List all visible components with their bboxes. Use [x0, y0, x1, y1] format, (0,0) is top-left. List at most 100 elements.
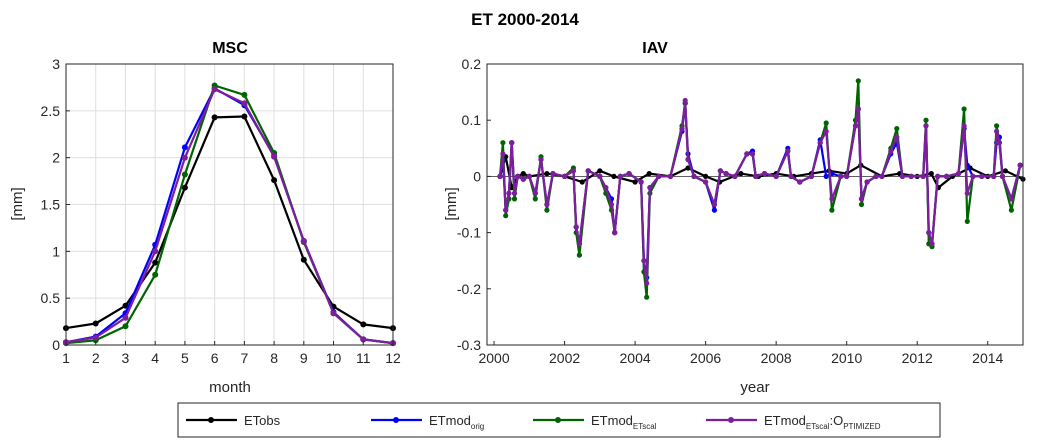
- iav-xtick-label-3: 2006: [690, 350, 721, 366]
- iav-point-2-55: [858, 201, 865, 208]
- iav-point-0-33: [1002, 168, 1009, 174]
- iav-point-3-68: [943, 173, 950, 179]
- legend-label-1-sub: orig: [471, 422, 484, 431]
- msc-point-3-3: [152, 248, 159, 255]
- iav-point-3-36: [717, 168, 724, 174]
- iav-point-3-53: [852, 123, 859, 129]
- msc-xtick-label-10: 11: [356, 350, 371, 366]
- legend-marker-3: [728, 417, 734, 423]
- iav-point-3-46: [797, 179, 803, 185]
- iav-point-3-63: [920, 173, 926, 179]
- legend-marker-0: [208, 417, 214, 423]
- iav-ticks: 2000 2002 2004 2006 2008 2010 2012 2014 -0.3 -0.2…: [457, 56, 1004, 366]
- legend-label-2-main: ETmod: [591, 413, 633, 428]
- legend-label-3-tailsub: PTIMIZED: [843, 422, 881, 431]
- msc-point-0-8: [300, 256, 307, 263]
- iav-point-3-5: [511, 190, 518, 196]
- iav-point-3-72: [970, 173, 976, 179]
- legend-item-0: ETobs: [186, 413, 281, 428]
- iav-point-3-34: [703, 179, 709, 185]
- msc-point-0-7: [271, 177, 278, 184]
- legend-label-2-sub: ETscal: [633, 422, 657, 431]
- iav-ytick-label-5: 0.2: [462, 56, 482, 72]
- msc-point-2-4: [181, 171, 188, 178]
- iav-xtick-label-6: 2012: [902, 350, 933, 366]
- iav-point-3-8: [526, 173, 532, 179]
- iav-point-3-48: [817, 140, 823, 146]
- legend-label-3-main: ETmod: [764, 413, 806, 428]
- iav-point-2-5: [511, 196, 518, 202]
- iav-point-2-78: [1008, 207, 1015, 213]
- iav-point-3-14: [570, 168, 577, 174]
- iav-point-3-12: [550, 171, 556, 177]
- msc-grid: [65, 63, 394, 346]
- iav-point-3-65: [926, 230, 932, 236]
- iav-point-3-32: [685, 156, 691, 163]
- iav-point-2-50: [829, 207, 835, 213]
- iav-point-3-77: [999, 173, 1006, 179]
- iav-point-3-29: [667, 173, 674, 179]
- iav-ytick-label-1: -0.2: [457, 281, 481, 297]
- iav-ytick-label-4: 0.1: [462, 112, 482, 128]
- iav-point-3-27: [647, 185, 653, 191]
- msc-xtick-label-1: 2: [92, 350, 100, 366]
- iav-point-3-67: [935, 173, 941, 179]
- msc-xtick-label-3: 4: [151, 350, 159, 366]
- iav-point-0-14: [685, 165, 691, 171]
- iav-point-3-54: [855, 106, 861, 112]
- iav-point-3-75: [994, 128, 1000, 134]
- msc-series-line-0: [65, 115, 394, 330]
- iav-point-3-3: [506, 190, 512, 196]
- iav-point-2-60: [894, 126, 900, 132]
- iav-point-3-76: [996, 140, 1003, 146]
- msc-xtick-label-9: 10: [326, 350, 342, 366]
- msc-ytick-label-0: 0: [52, 337, 60, 353]
- iav-point-3-43: [773, 173, 779, 179]
- iav-ytick-label-2: -0.1: [457, 225, 481, 241]
- iav-point-2-70: [961, 106, 967, 112]
- iav-point-3-40: [749, 151, 756, 157]
- iav-point-3-51: [838, 173, 844, 179]
- iav-point-3-58: [879, 173, 885, 179]
- msc-xtick-label-4: 5: [181, 350, 189, 366]
- iav-point-3-1: [500, 151, 506, 157]
- iav-point-2-16: [576, 252, 583, 258]
- legend-label-3-tail: :O: [829, 413, 843, 428]
- iav-point-3-4: [509, 140, 515, 146]
- iav-point-0-6: [544, 171, 550, 177]
- iav-point-3-73: [979, 173, 985, 179]
- msc-point-3-7: [271, 153, 278, 160]
- msc-point-3-5: [211, 86, 218, 93]
- iav-point-0-17: [738, 171, 744, 177]
- iav-point-3-50: [829, 196, 835, 202]
- iav-point-2-64: [923, 117, 929, 123]
- iav-point-0-11: [632, 179, 638, 185]
- figure-suptitle: ET 2000-2014: [471, 10, 579, 29]
- iav-point-3-44: [785, 148, 791, 154]
- msc-ytick-label-1: 0.5: [41, 290, 61, 306]
- msc-ytick-label-2: 1: [52, 243, 60, 259]
- iav-point-3-9: [532, 190, 538, 196]
- msc-series-line-3: [65, 88, 394, 345]
- iav-point-3-66: [929, 241, 935, 247]
- legend-marker-1: [393, 417, 399, 423]
- iav-point-3-64: [923, 123, 929, 129]
- iav-point-2-71: [964, 218, 970, 224]
- iav-point-3-41: [753, 173, 759, 179]
- msc-point-0-1: [92, 320, 99, 327]
- iav-xtick-label-2: 2004: [620, 350, 651, 366]
- iav-xtick-label-0: 2000: [478, 350, 509, 366]
- iav-point-3-11: [544, 201, 550, 208]
- legend-item-3: ETmodETscal:OPTIMIZED: [706, 413, 881, 431]
- iav-point-3-39: [744, 151, 750, 157]
- legend: ETobs ETmodorig ETmodETscal ETmodETscal:…: [177, 402, 941, 438]
- msc-series-line-1: [65, 87, 394, 345]
- iav-point-3-16: [576, 241, 583, 247]
- iav-point-3-7: [520, 176, 526, 182]
- iav-xlabel: year: [740, 379, 769, 396]
- iav-point-1-35: [711, 207, 718, 213]
- iav-point-3-13: [562, 173, 568, 179]
- iav-point-3-23: [626, 171, 632, 177]
- iav-point-3-22: [617, 173, 623, 179]
- legend-label-0: ETobs: [244, 413, 281, 428]
